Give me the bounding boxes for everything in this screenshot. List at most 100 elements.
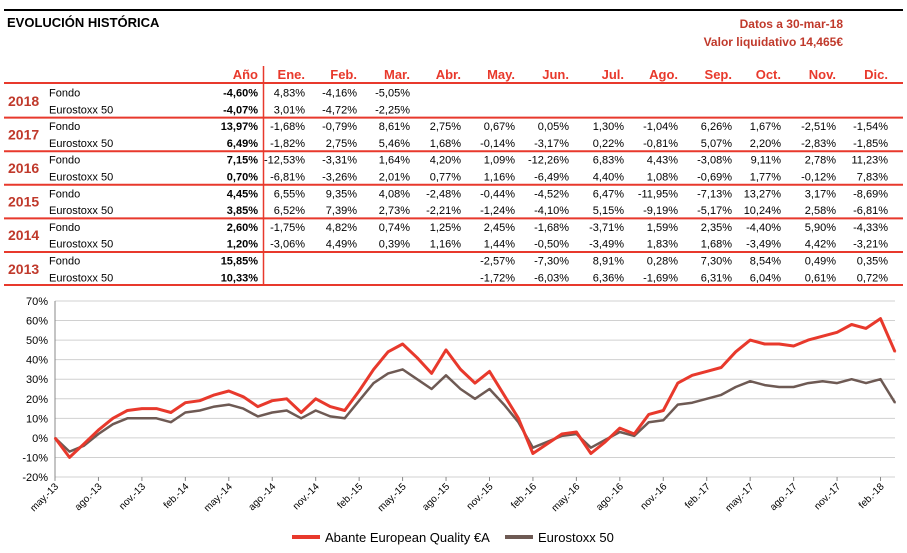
- table-cell: -1,85%: [853, 138, 888, 150]
- index-data-point: [879, 378, 882, 381]
- index-data-point: [112, 423, 114, 425]
- year-label: 2018: [8, 93, 39, 109]
- table-cell: 4,20%: [430, 155, 461, 167]
- index-data-point: [68, 450, 71, 453]
- fund-data-point: [416, 356, 418, 359]
- table-cell: -0,79%: [322, 121, 357, 133]
- x-tick-label: feb.-18: [857, 481, 887, 511]
- x-tick-label: may.-17: [723, 481, 756, 514]
- table-cell: -3,08%: [697, 155, 732, 167]
- y-tick-label: 10%: [26, 413, 48, 425]
- table-cell: 6,31%: [701, 272, 732, 284]
- table-cell: 1,64%: [379, 155, 410, 167]
- fund-data-point: [865, 327, 867, 330]
- table-cell: 9,11%: [751, 155, 782, 167]
- fund-data-point: [271, 399, 274, 402]
- index-data-point: [619, 431, 621, 433]
- fund-data-point: [676, 382, 679, 384]
- column-header: Nov.: [809, 67, 836, 82]
- fund-data-point: [604, 441, 607, 443]
- column-header: Feb.: [330, 67, 357, 82]
- fund-data-point: [734, 351, 737, 353]
- fund-data-point: [199, 399, 201, 402]
- fund-data-point: [126, 409, 129, 412]
- table-cell: 6,04%: [750, 272, 781, 284]
- x-tick-label: nov.-16: [639, 481, 670, 512]
- table-cell: -2,21%: [426, 205, 461, 217]
- table-cell: 3,17%: [805, 188, 836, 200]
- index-data-point: [387, 372, 389, 375]
- fund-data-point: [459, 368, 462, 371]
- table-cell: 1,20%: [227, 239, 258, 251]
- column-header: Dic.: [864, 67, 888, 82]
- fund-data-point: [879, 317, 882, 320]
- table-cell: -11,95%: [638, 188, 678, 200]
- fund-data-point: [141, 407, 143, 410]
- table-cell: 2,60%: [227, 222, 258, 234]
- table-cell: -3,49%: [589, 239, 624, 251]
- y-tick-label: -20%: [22, 472, 48, 484]
- fund-data-point: [546, 442, 549, 445]
- table-cell: 2,01%: [379, 172, 410, 184]
- index-data-point: [416, 378, 418, 381]
- table-cell: 10,33%: [221, 272, 259, 284]
- index-data-point: [126, 417, 129, 420]
- index-data-point: [836, 382, 838, 384]
- table-cell: 4,40%: [593, 172, 624, 184]
- index-data-point: [705, 397, 708, 400]
- table-cell: 4,49%: [326, 239, 357, 251]
- index-data-point: [691, 401, 694, 404]
- table-cell: -1,82%: [270, 138, 305, 150]
- table-cell: -0,50%: [534, 239, 569, 251]
- table-cell: 2,58%: [805, 205, 836, 217]
- row-label: Fondo: [49, 121, 80, 133]
- x-tick-label: nov.-17: [812, 481, 843, 512]
- y-tick-label: 30%: [26, 374, 48, 386]
- row-label: Fondo: [49, 188, 80, 200]
- x-tick-label: feb.-16: [509, 481, 539, 511]
- fund-data-point: [575, 431, 578, 433]
- table-cell: 5,46%: [379, 138, 410, 150]
- table-cell: 5,07%: [701, 138, 732, 150]
- fund-data-point: [850, 323, 853, 326]
- table-cell: 1,16%: [484, 172, 515, 184]
- table-cell: -1,54%: [853, 121, 888, 133]
- index-data-point: [445, 374, 447, 377]
- table-cell: 7,15%: [227, 155, 258, 167]
- index-data-point: [141, 417, 143, 420]
- fund-data-point: [503, 394, 505, 396]
- year-label: 2017: [8, 126, 39, 142]
- fund-data-point: [285, 397, 288, 400]
- y-tick-label: -10%: [22, 452, 48, 464]
- table-cell: 0,22%: [593, 138, 624, 150]
- fund-data-point: [170, 411, 172, 414]
- table-cell: -3,31%: [322, 155, 357, 167]
- table-cell: 6,83%: [593, 155, 624, 167]
- fund-data-point: [647, 413, 650, 416]
- row-label: Fondo: [49, 222, 80, 234]
- table-cell: -6,49%: [534, 172, 569, 184]
- column-header: Ene.: [278, 67, 305, 82]
- column-header: Sep.: [705, 67, 732, 82]
- index-data-point: [532, 446, 534, 449]
- table-cell: 2,75%: [430, 121, 461, 133]
- table-cell: 8,54%: [750, 256, 781, 268]
- data-date: Datos a 30-mar-18: [739, 17, 843, 31]
- x-tick-label: feb.-14: [162, 481, 192, 511]
- fund-data-point: [633, 433, 636, 435]
- fund-info: Datos a 30-mar-18 Valor liquidativo 14,4…: [704, 15, 843, 51]
- table-cell: -1,69%: [643, 272, 678, 284]
- x-tick-label: ago.-16: [594, 481, 626, 513]
- fund-data-point: [792, 345, 795, 347]
- table-cell: 4,83%: [274, 88, 305, 100]
- page-title: EVOLUCIÓN HISTÓRICA: [7, 15, 160, 30]
- index-data-point: [97, 433, 100, 435]
- table-cell: 0,35%: [857, 256, 888, 268]
- index-data-point: [314, 409, 317, 412]
- fund-data-point: [619, 427, 621, 429]
- fund-data-point: [561, 433, 563, 435]
- table-cell: -8,69%: [853, 188, 888, 200]
- performance-chart: 70% 60% 50% 40% 30% 20% 10% 0% -10% -20%may.-13 ag…: [22, 296, 897, 545]
- top-rule: [4, 9, 903, 11]
- row-label: Eurostoxx 50: [49, 272, 113, 284]
